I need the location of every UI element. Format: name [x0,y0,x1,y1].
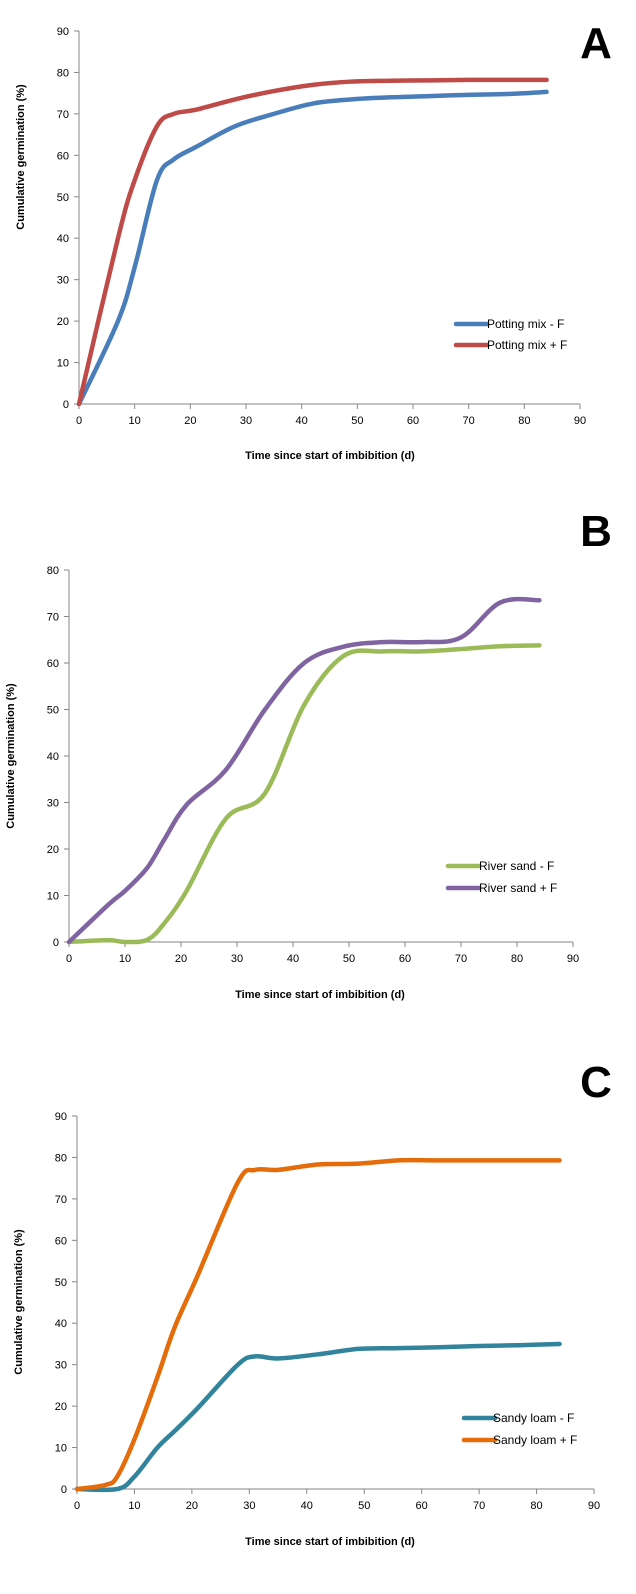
legend: Sandy loam - F Sandy loam + F [461,1411,577,1447]
x-tick-label: 40 [301,1500,313,1512]
series-line-river-sand-minus-plus-minus-f [66,596,542,945]
y-tick-label: 70 [57,109,69,121]
legend-label-potting-mix-plus-f: Potting mix + F [487,338,567,352]
legend-label-potting-mix-minus-f: Potting mix - F [487,317,564,331]
y-axis-title: Cumulative germination (%) [5,683,17,829]
x-tick-label: 30 [243,1500,255,1512]
x-tick-label: 30 [240,415,252,427]
y-tick-label: 50 [55,1277,67,1289]
y-tick-label: 70 [47,612,59,624]
y-tick-label: 10 [47,891,59,903]
x-tick-label: 90 [574,415,586,427]
y-tick-label: 30 [55,1360,67,1372]
x-tick-label: 80 [518,415,530,427]
y-axis-title: Cumulative germination (%) [13,1229,25,1375]
x-tick-label: 20 [186,1500,198,1512]
x-tick-label: 70 [455,953,467,965]
x-tick-label: 0 [66,953,72,965]
x-tick-label: 80 [511,953,523,965]
series-line-potting-mix-minus-plus-minus-f [76,77,549,407]
axes: 0 10 20 30 40 50 60 70 80 90 0 10 20 30 40 50 60 70 80 90 [57,26,586,427]
chart-panel-c: C Cumulative germination (%) Time since … [13,1058,612,1548]
x-tick-label: 50 [351,415,363,427]
chart-panel-b: B Cumulative germination (%) Time since … [5,507,612,1001]
x-tick-label: 90 [588,1500,600,1512]
x-axis-title: Time since start of imbibition (d) [245,1536,415,1548]
x-tick-label: 60 [407,415,419,427]
y-tick-label: 20 [55,1401,67,1413]
x-tick-label: 70 [463,415,475,427]
y-tick-label: 50 [47,705,59,717]
y-tick-label: 80 [47,565,59,577]
y-tick-label: 70 [55,1194,67,1206]
y-tick-label: 90 [55,1111,67,1123]
x-axis-title: Time since start of imbibition (d) [235,989,405,1001]
y-tick-label: 0 [63,399,69,411]
legend-label-river-sand-plus-f: River sand + F [479,881,557,895]
axes: 0 10 20 30 40 50 60 70 80 0 10 20 30 40 50 60 70 80 90 [47,565,579,965]
x-tick-label: 10 [119,953,131,965]
series-line-potting-mix-minus-f [76,89,549,407]
x-axis-title: Time since start of imbibition (d) [245,450,415,462]
panel-letter: A [580,19,612,68]
x-tick-label: 70 [473,1500,485,1512]
legend-label-sandy-loam-plus-f: Sandy loam + F [493,1433,577,1447]
x-tick-label: 50 [358,1500,370,1512]
x-tick-label: 0 [74,1500,80,1512]
y-tick-label: 60 [55,1235,67,1247]
x-tick-label: 10 [128,1500,140,1512]
y-tick-label: 0 [61,1484,67,1496]
x-tick-label: 40 [296,415,308,427]
panel-letter: B [580,507,612,556]
y-tick-label: 30 [47,798,59,810]
series-lines [76,77,549,407]
series-lines [74,1157,562,1493]
series-lines [66,596,542,945]
y-tick-label: 40 [55,1318,67,1330]
series-line-sandy-loam-minus-plus-minus-f [74,1157,562,1492]
y-tick-label: 80 [57,67,69,79]
legend-label-river-sand-minus-f: River sand - F [479,859,554,873]
y-tick-label: 80 [55,1152,67,1164]
y-tick-label: 30 [57,275,69,287]
y-tick-label: 10 [55,1443,67,1455]
series-line-river-sand-minus-f [66,643,542,945]
x-tick-label: 0 [76,415,82,427]
y-tick-label: 20 [47,844,59,856]
legend: River sand - F River sand + F [445,859,557,895]
y-axis-title: Cumulative germination (%) [15,84,27,230]
y-tick-label: 90 [57,26,69,38]
y-tick-label: 50 [57,192,69,204]
x-tick-label: 20 [184,415,196,427]
legend: Potting mix - F Potting mix + F [453,317,567,352]
x-tick-label: 10 [129,415,141,427]
y-tick-label: 20 [57,316,69,328]
y-tick-label: 40 [57,233,69,245]
y-tick-label: 0 [53,937,59,949]
series-line-sandy-loam-minus-f [74,1341,562,1493]
x-tick-label: 60 [399,953,411,965]
x-tick-label: 50 [343,953,355,965]
axes: 0 10 20 30 40 50 60 70 80 90 0 10 20 30 40 50 60 70 80 90 [55,1111,600,1512]
x-tick-label: 80 [530,1500,542,1512]
chart-panel-a: A Cumulative germination (%) Time since … [15,19,612,462]
panel-letter: C [580,1058,612,1107]
y-tick-label: 60 [47,658,59,670]
x-tick-label: 30 [231,953,243,965]
x-tick-label: 60 [416,1500,428,1512]
x-tick-label: 90 [567,953,579,965]
y-tick-label: 10 [57,358,69,370]
y-tick-label: 40 [47,751,59,763]
legend-label-sandy-loam-minus-f: Sandy loam - F [493,1411,574,1425]
x-tick-label: 20 [175,953,187,965]
y-tick-label: 60 [57,150,69,162]
x-tick-label: 40 [287,953,299,965]
